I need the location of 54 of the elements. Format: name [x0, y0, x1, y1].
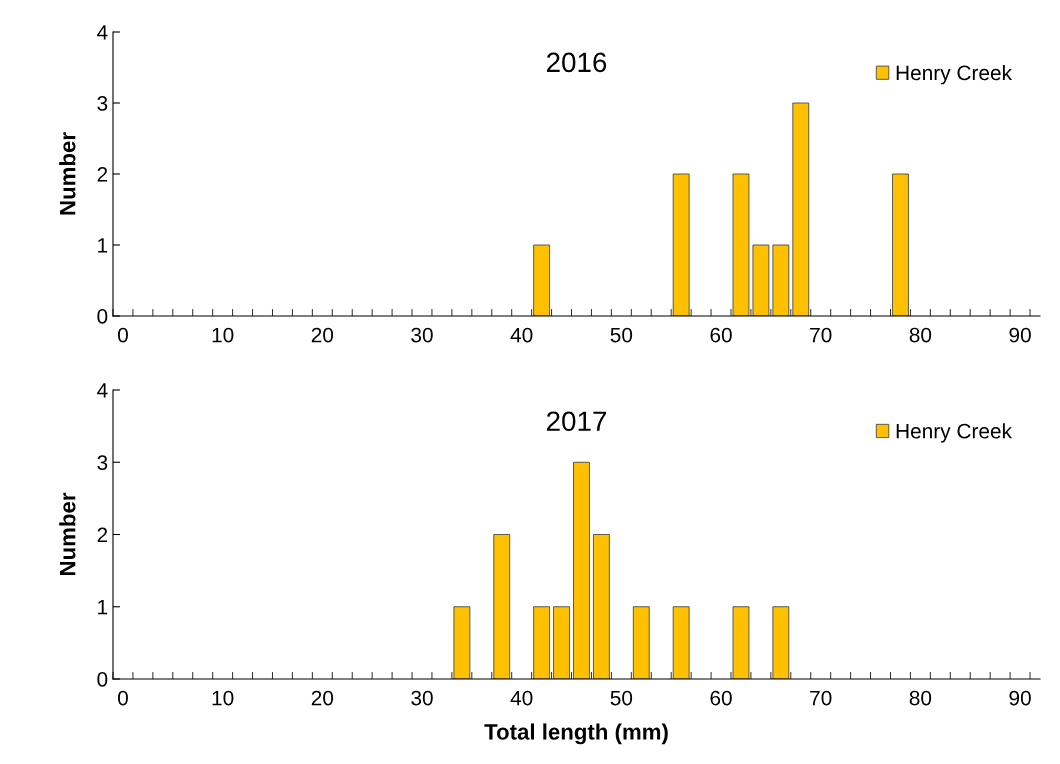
x-tick-label: 30: [411, 690, 433, 706]
x-tick-label: 50: [610, 690, 633, 706]
bar: [593, 534, 610, 679]
legend-label: Henry Creek: [896, 423, 1013, 443]
x-tick-label: 60: [710, 327, 732, 343]
y-tick-label: 4: [97, 383, 108, 398]
bar: [732, 173, 750, 316]
legend-label: Henry Creek: [896, 64, 1013, 85]
x-tick-label: 90: [1009, 690, 1031, 706]
bar: [553, 606, 570, 679]
x-tick-label: 30: [411, 327, 433, 343]
bar: [672, 173, 690, 316]
bar: [573, 461, 590, 679]
x-tick-label: 20: [311, 690, 334, 706]
y-tick-label: 0: [97, 309, 108, 324]
bar: [792, 102, 810, 316]
x-tick-label: 0: [117, 327, 128, 343]
x-tick-label: 50: [610, 327, 633, 343]
y-tick-label: 1: [98, 238, 108, 253]
bar: [453, 606, 471, 679]
x-tick-label: 20: [311, 327, 334, 343]
x-tick-label: 90: [1009, 327, 1031, 343]
y-tick-label: 2: [97, 527, 108, 543]
y-tick-label: 4: [97, 25, 108, 40]
bar: [752, 244, 770, 316]
bar: [493, 534, 511, 679]
bar: [772, 244, 790, 316]
x-tick-label: 10: [212, 327, 234, 343]
x-axis-title: Total length (mm): [484, 723, 668, 745]
y-axis-title: Number: [59, 492, 76, 575]
x-tick-label: 70: [810, 327, 832, 343]
x-tick-label: 70: [810, 690, 832, 706]
bar: [732, 606, 750, 679]
y-tick-label: 2: [97, 167, 108, 182]
y-tick-label: 0: [97, 672, 108, 687]
x-tick-label: 80: [909, 690, 932, 706]
x-tick-label: 10: [212, 690, 234, 706]
text: 2016: [547, 52, 607, 73]
y-tick-label: 3: [97, 455, 108, 470]
bar: [892, 173, 909, 316]
bar: [632, 606, 650, 679]
text: 2017: [547, 411, 607, 432]
x-tick-label: 0: [117, 690, 128, 706]
bar: [772, 606, 790, 679]
bar: [533, 606, 551, 679]
bar: [672, 606, 690, 679]
x-tick-label: 40: [510, 690, 533, 706]
x-tick-label: 40: [510, 327, 533, 343]
x-tick-label: 80: [909, 327, 932, 343]
y-axis-title: Number: [59, 132, 76, 215]
bar: [533, 244, 551, 316]
y-tick-label: 3: [97, 96, 108, 111]
y-tick-label: 1: [98, 599, 108, 615]
x-tick-label: 60: [710, 690, 732, 706]
